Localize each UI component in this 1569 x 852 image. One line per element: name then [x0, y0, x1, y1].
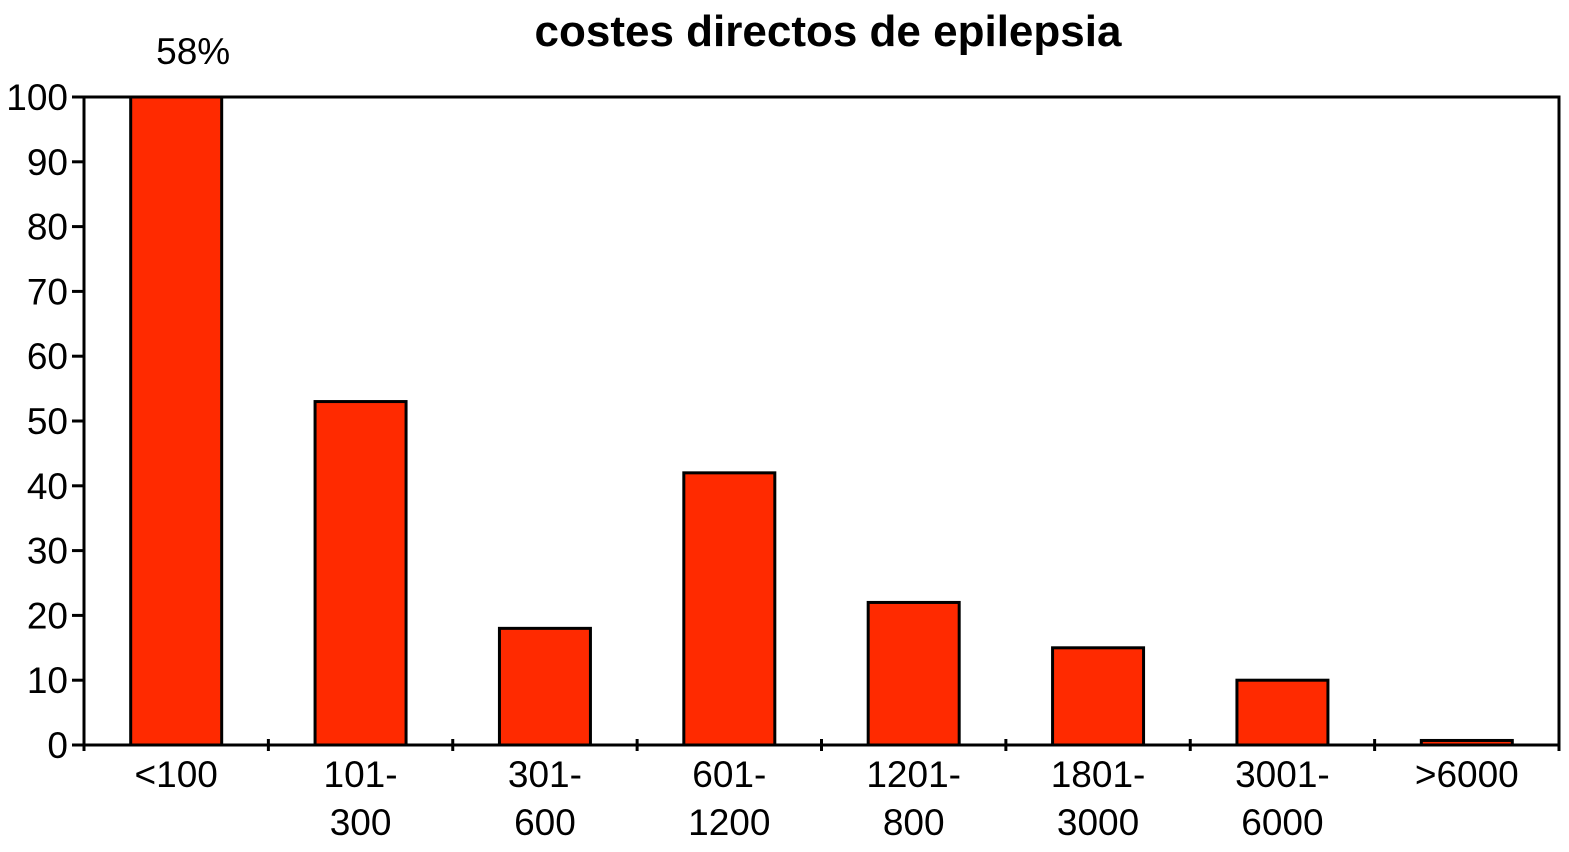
plot-frame — [82, 95, 1561, 747]
bar — [682, 471, 777, 747]
chart-title: costes directos de epilepsia — [535, 7, 1122, 56]
bar — [1419, 738, 1514, 747]
x-tick-label: <100 — [135, 754, 218, 795]
bar — [313, 400, 408, 747]
bar — [1051, 646, 1146, 747]
x-tick-label: 101- — [324, 754, 398, 795]
y-tick-label: 40 — [27, 466, 68, 507]
y-tick-label: 50 — [27, 401, 68, 442]
x-tick-label: 1200 — [688, 802, 770, 843]
x-tick-label: 800 — [883, 802, 945, 843]
x-axis-ticks: <100 101- 300 301- 600 601- 1200 1201- 800 1801- 3… — [82, 739, 1561, 843]
axes — [82, 95, 1561, 747]
x-tick-label: >6000 — [1415, 754, 1519, 795]
bar-data-label: 58% — [156, 31, 230, 72]
y-tick-label: 60 — [27, 336, 68, 377]
y-tick-label: 0 — [47, 725, 68, 766]
x-tick-label: 301- — [508, 754, 582, 795]
bar — [1235, 678, 1330, 747]
bar — [866, 600, 961, 747]
x-tick-label: 1201- — [866, 754, 961, 795]
x-tick-label: 300 — [330, 802, 392, 843]
x-tick-label: 600 — [514, 802, 576, 843]
y-axis-ticks: 0 10 20 30 40 50 60 70 80 90 100 — [6, 77, 84, 766]
x-tick-label: 3001- — [1235, 754, 1330, 795]
bar — [497, 626, 592, 747]
bars-group — [129, 95, 1514, 747]
x-tick-label: 601- — [692, 754, 766, 795]
y-tick-label: 100 — [6, 77, 68, 118]
y-tick-label: 20 — [27, 595, 68, 636]
y-tick-label: 90 — [27, 142, 68, 183]
y-tick-label: 70 — [27, 271, 68, 312]
x-tick-label: 6000 — [1241, 802, 1323, 843]
y-tick-label: 30 — [27, 531, 68, 572]
y-tick-label: 10 — [27, 660, 68, 701]
bar-labels-group: 58% — [156, 31, 230, 72]
x-tick-label: 1801- — [1051, 754, 1146, 795]
x-tick-label: 3000 — [1057, 802, 1139, 843]
y-tick-label: 80 — [27, 207, 68, 248]
bar — [129, 95, 224, 747]
